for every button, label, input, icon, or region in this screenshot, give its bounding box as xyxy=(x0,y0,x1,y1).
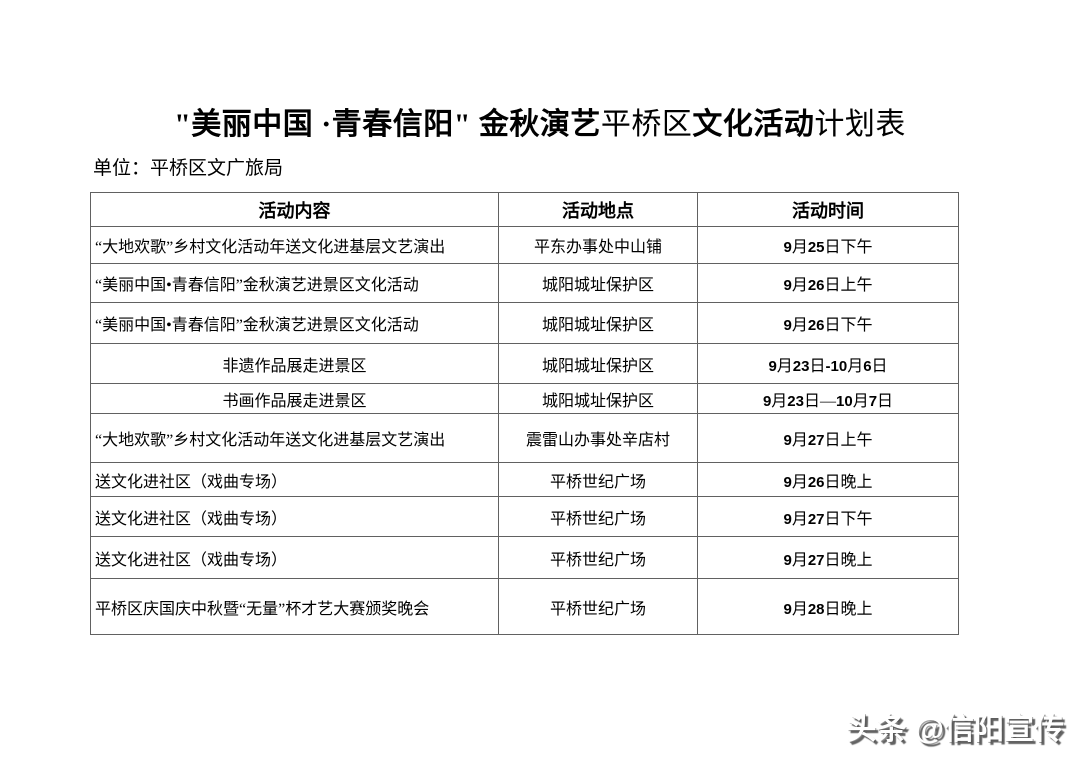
table-row: 书画作品展走进景区 城阳城址保护区 9月23日—10月7日 xyxy=(90,383,959,414)
activity-time-cell: 9月27日晚上 xyxy=(697,536,959,579)
header-activity-content: 活动内容 xyxy=(90,192,499,227)
unit-label: 单位：平桥区文广旅局 xyxy=(93,158,284,179)
activity-schedule-table: 活动内容 活动地点 活动时间 “大地欢歌”乡村文化活动年送文化进基层文艺演出 平… xyxy=(90,192,959,635)
table-row: “美丽中国•青春信阳”金秋演艺进景区文化活动 城阳城址保护区 9月26日上午 xyxy=(90,263,959,303)
activity-time-cell: 9月23日-10月6日 xyxy=(697,343,959,384)
activity-location-cell: 平桥世纪广场 xyxy=(498,462,698,497)
header-activity-time: 活动时间 xyxy=(697,192,959,227)
table-row: 非遗作品展走进景区 城阳城址保护区 9月23日-10月6日 xyxy=(90,343,959,384)
activity-location-cell: 平桥世纪广场 xyxy=(498,536,698,579)
activity-time-cell: 9月26日晚上 xyxy=(697,462,959,497)
table-row: “美丽中国•青春信阳”金秋演艺进景区文化活动 城阳城址保护区 9月26日下午 xyxy=(90,302,959,344)
activity-location-cell: 城阳城址保护区 xyxy=(498,383,698,414)
activity-location-cell: 平桥世纪广场 xyxy=(498,578,698,635)
title-segment-3: 文化活动 xyxy=(692,108,815,141)
page-title: "美丽中国 ·青春信阳" 金秋演艺平桥区文化活动计划表 xyxy=(0,106,1080,144)
title-segment-2: 平桥区 xyxy=(600,108,693,141)
toutiao-watermark: 头条 @信阳宣传 xyxy=(846,713,1064,746)
activity-content-cell: 送文化进社区（戏曲专场） xyxy=(90,536,499,579)
activity-content-cell: “大地欢歌”乡村文化活动年送文化进基层文艺演出 xyxy=(90,226,499,264)
activity-time-cell: 9月23日—10月7日 xyxy=(697,383,959,414)
table-row: 送文化进社区（戏曲专场） 平桥世纪广场 9月27日晚上 xyxy=(90,536,959,579)
table-row: “大地欢歌”乡村文化活动年送文化进基层文艺演出 平东办事处中山铺 9月25日下午 xyxy=(90,226,959,264)
activity-content-cell: “美丽中国•青春信阳”金秋演艺进景区文化活动 xyxy=(90,263,499,303)
activity-location-cell: 平桥世纪广场 xyxy=(498,496,698,537)
title-segment-4: 计划表 xyxy=(814,108,906,141)
activity-time-cell: 9月26日下午 xyxy=(697,302,959,344)
activity-location-cell: 城阳城址保护区 xyxy=(498,302,698,344)
table-row: 平桥区庆国庆中秋暨“无量”杯才艺大赛颁奖晚会 平桥世纪广场 9月28日晚上 xyxy=(90,578,959,635)
activity-location-cell: 震雷山办事处辛店村 xyxy=(498,413,698,463)
title-segment-1: "美丽中国 ·青春信阳" 金秋演艺 xyxy=(174,108,601,141)
table-header-row: 活动内容 活动地点 活动时间 xyxy=(90,192,959,227)
table-row: “大地欢歌”乡村文化活动年送文化进基层文艺演出 震雷山办事处辛店村 9月27日上… xyxy=(90,413,959,463)
activity-content-cell: 送文化进社区（戏曲专场） xyxy=(90,462,499,497)
activity-location-cell: 城阳城址保护区 xyxy=(498,263,698,303)
activity-time-cell: 9月26日上午 xyxy=(697,263,959,303)
table-row: 送文化进社区（戏曲专场） 平桥世纪广场 9月27日下午 xyxy=(90,496,959,537)
activity-location-cell: 平东办事处中山铺 xyxy=(498,226,698,264)
activity-content-cell: 非遗作品展走进景区 xyxy=(90,343,499,384)
table-row: 送文化进社区（戏曲专场） 平桥世纪广场 9月26日晚上 xyxy=(90,462,959,497)
activity-content-cell: 平桥区庆国庆中秋暨“无量”杯才艺大赛颁奖晚会 xyxy=(90,578,499,635)
activity-content-cell: 书画作品展走进景区 xyxy=(90,383,499,414)
activity-content-cell: “美丽中国•青春信阳”金秋演艺进景区文化活动 xyxy=(90,302,499,344)
header-activity-location: 活动地点 xyxy=(498,192,698,227)
activity-time-cell: 9月25日下午 xyxy=(697,226,959,264)
activity-content-cell: “大地欢歌”乡村文化活动年送文化进基层文艺演出 xyxy=(90,413,499,463)
activity-content-cell: 送文化进社区（戏曲专场） xyxy=(90,496,499,537)
activity-time-cell: 9月27日上午 xyxy=(697,413,959,463)
activity-time-cell: 9月27日下午 xyxy=(697,496,959,537)
activity-time-cell: 9月28日晚上 xyxy=(697,578,959,635)
activity-location-cell: 城阳城址保护区 xyxy=(498,343,698,384)
